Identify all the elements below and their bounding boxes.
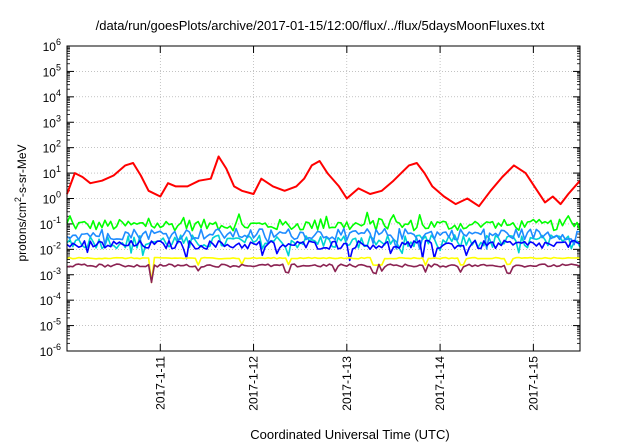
y-tick-label: 103 xyxy=(43,113,61,130)
y-tick-label: 101 xyxy=(43,164,61,181)
x-tick-label: 2017-1-11 xyxy=(153,356,167,410)
plot-area xyxy=(67,46,580,351)
plot-frame xyxy=(66,45,581,352)
y-tick-label: 100 xyxy=(43,190,61,207)
series-line-7 xyxy=(66,263,581,284)
x-tick-label: 2017-1-15 xyxy=(526,356,540,411)
y-tick-label: 10-4 xyxy=(40,291,61,308)
y-axis-label-post: -s-sr-MeV xyxy=(15,144,29,198)
y-tick-label: 106 xyxy=(43,37,61,54)
y-tick-label: 10-3 xyxy=(40,266,61,283)
series-line-1 xyxy=(66,155,581,208)
series-line-2 xyxy=(66,211,581,232)
x-axis-label: Coordinated Universal Time (UTC) xyxy=(250,427,450,442)
x-tick-label: 2017-1-13 xyxy=(340,356,354,411)
y-tick-label: 10-5 xyxy=(40,317,61,334)
y-tick-label: 10-2 xyxy=(40,240,61,257)
y-axis-label: protons/cm2-s-sr-MeV xyxy=(13,144,29,261)
chart-title: /data/run/goesPlots/archive/2017-01-15/1… xyxy=(95,18,545,33)
x-tick-label: 2017-1-14 xyxy=(433,356,447,411)
y-tick-label: 102 xyxy=(43,139,61,156)
y-tick-label: 104 xyxy=(43,88,61,105)
x-tick-label: 2017-1-12 xyxy=(247,356,261,411)
y-axis-label-sup: 2 xyxy=(13,197,23,203)
y-tick-label: 105 xyxy=(43,62,61,79)
y-axis-label-pre: protons/cm xyxy=(15,202,29,262)
series-line-5 xyxy=(66,239,581,262)
y-tick-label: 10-6 xyxy=(40,342,61,359)
y-tick-label: 10-1 xyxy=(40,215,61,232)
series-line-4 xyxy=(66,227,581,250)
